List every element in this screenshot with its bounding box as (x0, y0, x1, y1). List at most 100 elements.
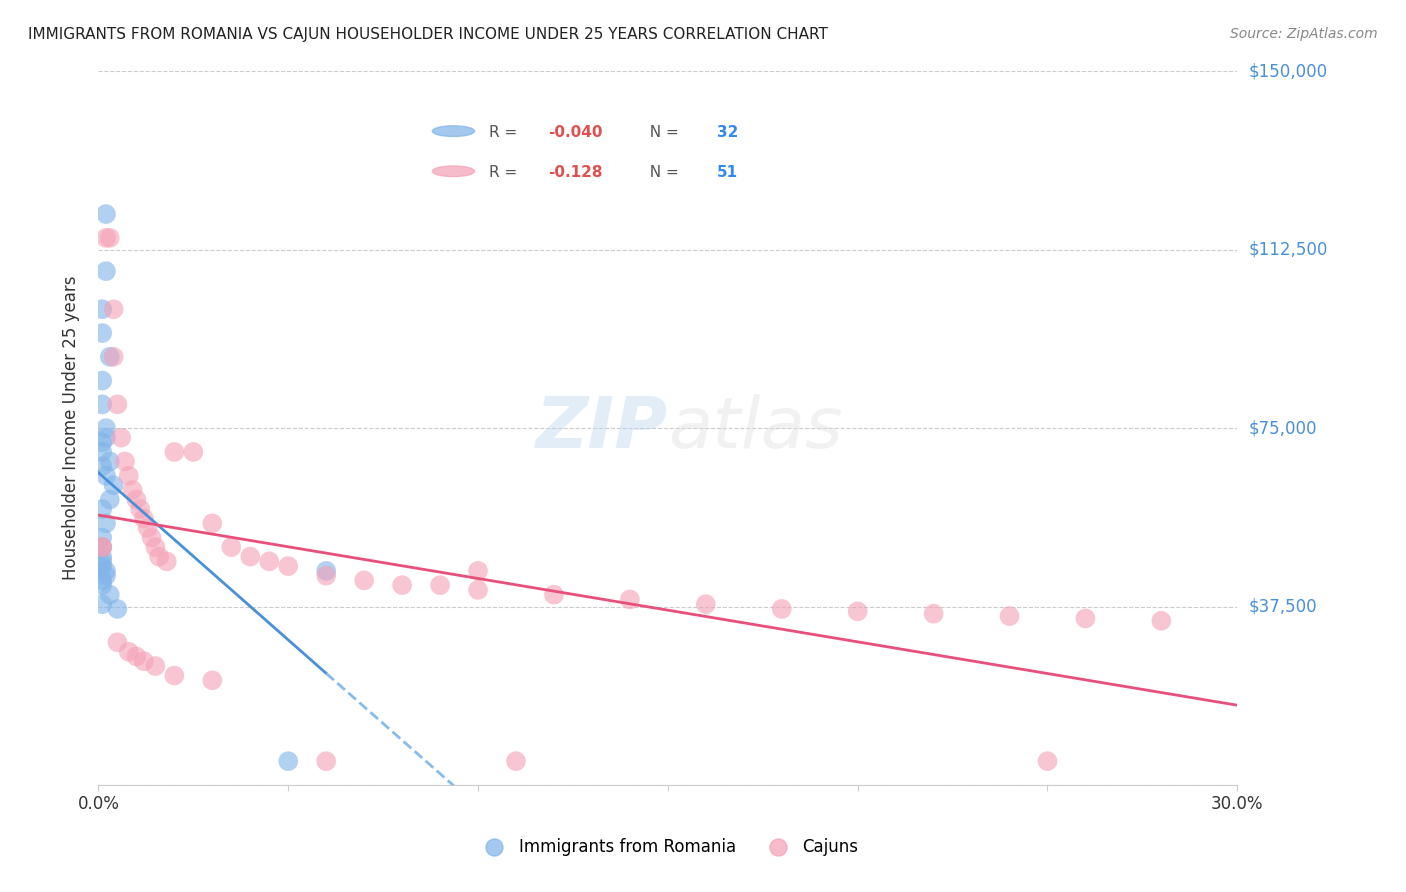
Cajuns (543, 588, 565, 602)
Cajuns (148, 549, 170, 564)
Cajuns (922, 607, 945, 621)
Cajuns (107, 635, 129, 649)
Immigrants from Romania (94, 431, 117, 445)
Cajuns (163, 668, 186, 682)
Cajuns (125, 649, 148, 664)
Immigrants from Romania (91, 549, 114, 564)
Cajuns (1150, 614, 1173, 628)
Text: N =: N = (640, 165, 683, 179)
Immigrants from Romania (91, 531, 114, 545)
Cajuns (277, 559, 299, 574)
Text: atlas: atlas (668, 393, 842, 463)
Cajuns (125, 492, 148, 507)
Text: -0.040: -0.040 (548, 125, 603, 139)
Cajuns (103, 350, 125, 364)
Text: N =: N = (640, 125, 683, 139)
Cajuns (201, 516, 224, 531)
Cajuns (129, 502, 152, 516)
Immigrants from Romania (94, 207, 117, 221)
Cajuns (695, 597, 717, 611)
Immigrants from Romania (98, 350, 121, 364)
Immigrants from Romania (91, 374, 114, 388)
Cajuns (998, 609, 1021, 624)
Text: IMMIGRANTS FROM ROMANIA VS CAJUN HOUSEHOLDER INCOME UNDER 25 YEARS CORRELATION C: IMMIGRANTS FROM ROMANIA VS CAJUN HOUSEHO… (28, 27, 828, 42)
Immigrants from Romania (91, 302, 114, 317)
Cajuns (505, 754, 527, 768)
Immigrants from Romania (91, 578, 114, 592)
Immigrants from Romania (91, 597, 114, 611)
Text: -0.128: -0.128 (548, 165, 603, 179)
Cajuns (121, 483, 143, 497)
Text: $112,500: $112,500 (1249, 241, 1327, 259)
Immigrants from Romania (91, 397, 114, 411)
Cajuns (103, 302, 125, 317)
Immigrants from Romania (94, 516, 117, 531)
Cajuns (163, 445, 186, 459)
Cajuns (619, 592, 641, 607)
Cajuns (1074, 611, 1097, 625)
Immigrants from Romania (91, 574, 114, 588)
Cajuns (136, 521, 159, 535)
Cajuns (110, 431, 132, 445)
Circle shape (433, 126, 475, 136)
Immigrants from Romania (94, 568, 117, 582)
Cajuns (315, 754, 337, 768)
Immigrants from Romania (107, 602, 129, 616)
Text: $75,000: $75,000 (1249, 419, 1317, 437)
Cajuns (98, 231, 121, 245)
Cajuns (467, 564, 489, 578)
Text: 51: 51 (717, 165, 738, 179)
Immigrants from Romania (91, 459, 114, 474)
Immigrants from Romania (98, 454, 121, 468)
Immigrants from Romania (98, 588, 121, 602)
Cajuns (183, 445, 205, 459)
Immigrants from Romania (91, 559, 114, 574)
Immigrants from Romania (91, 554, 114, 568)
Text: $37,500: $37,500 (1249, 598, 1317, 615)
Cajuns (141, 531, 163, 545)
Immigrants from Romania (98, 492, 121, 507)
Cajuns (391, 578, 413, 592)
Cajuns (145, 659, 167, 673)
Text: Source: ZipAtlas.com: Source: ZipAtlas.com (1230, 27, 1378, 41)
Cajuns (315, 568, 337, 582)
Immigrants from Romania (91, 435, 114, 450)
Cajuns (467, 582, 489, 597)
Cajuns (353, 574, 375, 588)
Cajuns (118, 645, 141, 659)
Immigrants from Romania (91, 502, 114, 516)
Circle shape (433, 166, 475, 177)
Cajuns (118, 468, 141, 483)
Cajuns (770, 602, 793, 616)
Cajuns (221, 540, 243, 554)
Text: R =: R = (489, 125, 522, 139)
Immigrants from Romania (94, 468, 117, 483)
Immigrants from Romania (315, 564, 337, 578)
Immigrants from Romania (91, 445, 114, 459)
Cajuns (114, 454, 136, 468)
Cajuns (91, 540, 114, 554)
Text: R =: R = (489, 165, 527, 179)
Immigrants from Romania (277, 754, 299, 768)
Text: ZIP: ZIP (536, 393, 668, 463)
Cajuns (259, 554, 281, 568)
Legend: Immigrants from Romania, Cajuns: Immigrants from Romania, Cajuns (471, 831, 865, 863)
Cajuns (132, 511, 155, 525)
Y-axis label: Householder Income Under 25 years: Householder Income Under 25 years (62, 276, 80, 581)
Cajuns (156, 554, 179, 568)
Immigrants from Romania (94, 421, 117, 435)
Immigrants from Romania (94, 264, 117, 278)
Immigrants from Romania (103, 478, 125, 492)
Cajuns (846, 604, 869, 618)
Cajuns (1036, 754, 1059, 768)
Text: $150,000: $150,000 (1249, 62, 1327, 80)
Immigrants from Romania (91, 326, 114, 340)
Cajuns (91, 540, 114, 554)
Immigrants from Romania (91, 540, 114, 554)
Cajuns (145, 540, 167, 554)
Immigrants from Romania (94, 564, 117, 578)
Cajuns (132, 654, 155, 668)
Cajuns (429, 578, 451, 592)
Cajuns (239, 549, 262, 564)
Cajuns (107, 397, 129, 411)
